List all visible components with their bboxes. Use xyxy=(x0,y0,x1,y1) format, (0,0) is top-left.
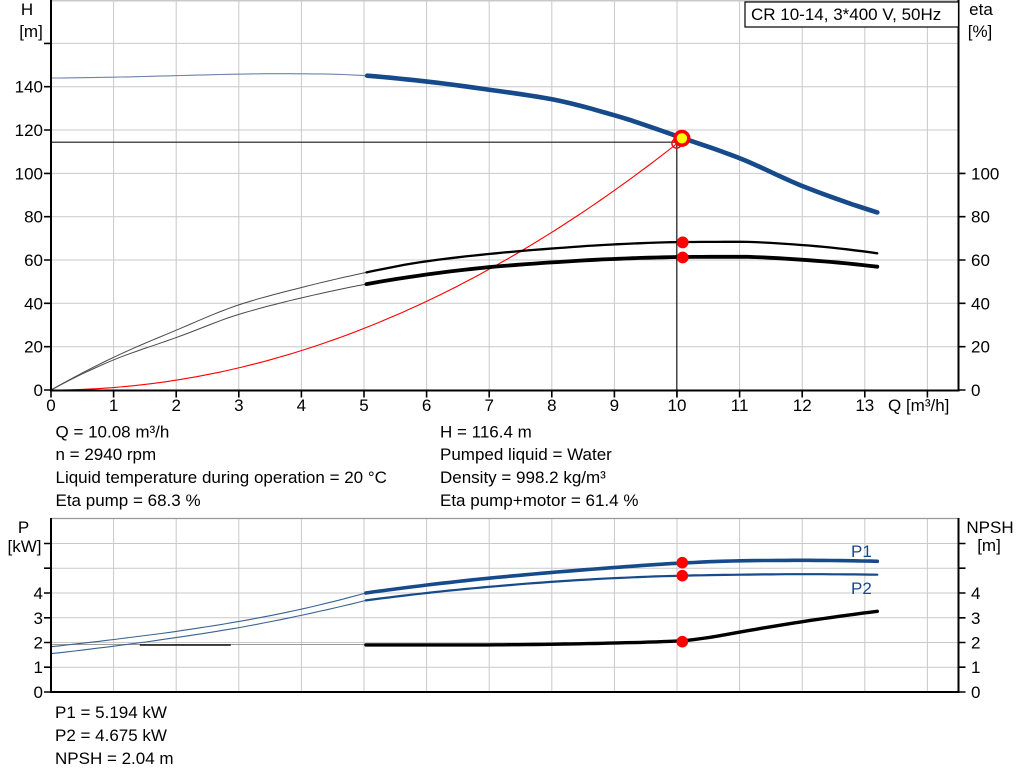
svg-text:20: 20 xyxy=(971,338,990,357)
svg-text:Eta pump+motor = 61.4 %: Eta pump+motor = 61.4 % xyxy=(440,491,638,510)
svg-text:Q = 10.08 m³/h: Q = 10.08 m³/h xyxy=(56,422,170,441)
svg-text:[kW]: [kW] xyxy=(8,537,42,556)
svg-text:40: 40 xyxy=(971,294,990,313)
svg-text:Density = 998.2 kg/m³: Density = 998.2 kg/m³ xyxy=(440,468,606,487)
svg-text:Liquid temperature during oper: Liquid temperature during operation = 20… xyxy=(56,468,387,487)
svg-text:10: 10 xyxy=(668,396,687,415)
svg-text:P2: P2 xyxy=(851,579,872,598)
svg-text:2: 2 xyxy=(971,634,980,653)
svg-text:3: 3 xyxy=(971,609,980,628)
svg-text:7: 7 xyxy=(484,396,493,415)
svg-text:[%]: [%] xyxy=(968,22,993,41)
svg-text:80: 80 xyxy=(971,208,990,227)
svg-text:8: 8 xyxy=(547,396,556,415)
svg-text:0: 0 xyxy=(34,683,43,702)
svg-text:140: 140 xyxy=(15,78,43,97)
svg-text:[m]: [m] xyxy=(977,536,1001,555)
svg-text:0: 0 xyxy=(46,396,55,415)
svg-text:0: 0 xyxy=(34,381,43,400)
svg-text:P: P xyxy=(18,518,29,537)
svg-text:5: 5 xyxy=(359,396,368,415)
svg-text:3: 3 xyxy=(234,396,243,415)
svg-text:eta: eta xyxy=(969,0,993,19)
svg-text:12: 12 xyxy=(793,396,812,415)
svg-text:13: 13 xyxy=(855,396,874,415)
svg-text:9: 9 xyxy=(610,396,619,415)
svg-text:CR 10-14, 3*400 V, 50Hz: CR 10-14, 3*400 V, 50Hz xyxy=(751,5,941,24)
svg-text:100: 100 xyxy=(971,164,999,183)
svg-text:[m]: [m] xyxy=(19,22,43,41)
svg-text:P1 = 5.194 kW: P1 = 5.194 kW xyxy=(55,703,167,722)
svg-text:NPSH: NPSH xyxy=(966,518,1013,537)
svg-text:4: 4 xyxy=(297,396,306,415)
svg-text:3: 3 xyxy=(34,609,43,628)
svg-text:20: 20 xyxy=(24,338,43,357)
svg-text:60: 60 xyxy=(24,251,43,270)
svg-text:4: 4 xyxy=(34,584,43,603)
svg-text:H: H xyxy=(21,0,33,19)
svg-text:P2 = 4.675 kW: P2 = 4.675 kW xyxy=(55,726,167,745)
svg-text:1: 1 xyxy=(971,658,980,677)
svg-text:2: 2 xyxy=(171,396,180,415)
svg-text:Q [m³/h]: Q [m³/h] xyxy=(888,396,949,415)
svg-text:Eta pump = 68.3 %: Eta pump = 68.3 % xyxy=(56,491,201,510)
svg-text:60: 60 xyxy=(971,251,990,270)
svg-text:80: 80 xyxy=(24,208,43,227)
svg-text:11: 11 xyxy=(731,396,749,415)
svg-text:P1: P1 xyxy=(851,542,872,561)
svg-text:6: 6 xyxy=(422,396,431,415)
svg-text:2: 2 xyxy=(34,634,43,653)
svg-text:40: 40 xyxy=(24,294,43,313)
svg-text:1: 1 xyxy=(109,396,118,415)
svg-text:0: 0 xyxy=(971,381,980,400)
svg-text:NPSH = 2.04 m: NPSH = 2.04 m xyxy=(55,749,174,768)
svg-text:n = 2940 rpm: n = 2940 rpm xyxy=(56,445,157,464)
svg-text:120: 120 xyxy=(15,121,43,140)
svg-text:H = 116.4 m: H = 116.4 m xyxy=(440,422,532,441)
svg-text:0: 0 xyxy=(971,683,980,702)
svg-text:1: 1 xyxy=(34,658,43,677)
svg-text:4: 4 xyxy=(971,584,980,603)
svg-text:100: 100 xyxy=(15,164,43,183)
svg-text:Pumped liquid = Water: Pumped liquid = Water xyxy=(440,445,612,464)
